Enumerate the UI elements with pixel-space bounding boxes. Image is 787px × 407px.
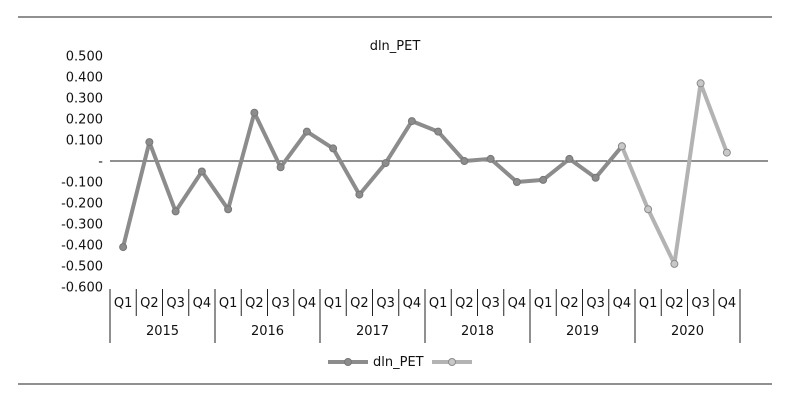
data-point <box>539 175 548 184</box>
data-point <box>145 138 154 147</box>
data-point <box>696 79 705 88</box>
year-label: 2017 <box>356 324 389 339</box>
x-tick-label: Q2 <box>560 296 579 311</box>
x-tick-label: Q1 <box>324 296 343 311</box>
y-axis: 0.500 0.400 0.300 0.200 0.100 - -0.100 -0.200 -0… <box>61 50 103 296</box>
x-tick-label: Q2 <box>245 296 264 311</box>
x-tick-label: Q2 <box>350 296 369 311</box>
data-point <box>381 159 390 168</box>
data-point <box>591 173 600 182</box>
legend-label-series-1: dln_PET <box>373 355 424 370</box>
y-tick-label: -0.100 <box>61 176 103 191</box>
y-tick-label: 0.500 <box>66 50 103 65</box>
data-point <box>329 144 338 153</box>
data-point <box>565 154 574 163</box>
data-point <box>224 205 233 214</box>
data-point <box>486 154 495 163</box>
x-tick-label: Q1 <box>429 296 448 311</box>
data-point <box>722 148 731 157</box>
data-point <box>276 163 285 172</box>
x-tick-label: Q4 <box>403 296 422 311</box>
x-tick-label: Q4 <box>508 296 527 311</box>
x-tick-label: Q4 <box>193 296 212 311</box>
y-tick-label: 0.100 <box>66 134 103 149</box>
data-point <box>171 207 180 216</box>
x-axis: Q1 Q2 Q3 Q4 Q1 Q2 Q3 Q4 Q1 Q2 Q3 Q4 Q1 Q2 Q3 Q4 Q1 Q2 Q3 Q4… <box>109 289 741 343</box>
chart-title: dln_PET <box>370 39 421 54</box>
x-tick-label: Q2 <box>140 296 159 311</box>
x-tick-label: Q3 <box>166 296 185 311</box>
series-2 <box>617 79 731 268</box>
legend-marker-series-1 <box>344 358 352 366</box>
x-tick-label: Q2 <box>455 296 474 311</box>
data-point <box>302 127 311 136</box>
data-point <box>434 127 443 136</box>
year-label: 2018 <box>461 324 494 339</box>
y-tick-label: -0.200 <box>61 197 103 212</box>
data-point <box>670 259 679 268</box>
y-tick-label: 0.200 <box>66 113 103 128</box>
data-point <box>407 117 416 126</box>
x-tick-label: Q1 <box>534 296 553 311</box>
year-label: 2020 <box>671 324 704 339</box>
x-tick-label: Q3 <box>271 296 290 311</box>
x-tick-label: Q4 <box>613 296 632 311</box>
data-point <box>197 167 206 176</box>
y-tick-label: 0.300 <box>66 92 103 107</box>
series-1 <box>119 108 626 252</box>
x-tick-label: Q1 <box>219 296 238 311</box>
x-tick-label: Q3 <box>376 296 395 311</box>
data-point <box>617 142 626 151</box>
data-point <box>355 190 364 199</box>
year-label: 2016 <box>251 324 284 339</box>
series-line <box>619 81 729 266</box>
x-tick-label: Q3 <box>481 296 500 311</box>
x-tick-label: Q4 <box>298 296 317 311</box>
data-point <box>250 108 259 117</box>
y-tick-label: 0.400 <box>66 71 103 86</box>
x-tick-label: Q4 <box>718 296 737 311</box>
x-tick-label: Q2 <box>665 296 684 311</box>
data-point <box>119 243 128 252</box>
year-label: 2019 <box>566 324 599 339</box>
data-point <box>512 178 521 186</box>
y-tick-label: - <box>98 155 103 170</box>
series-line <box>121 110 624 250</box>
x-tick-label: Q1 <box>114 296 133 311</box>
y-tick-label: -0.300 <box>61 218 103 233</box>
year-label: 2015 <box>146 324 179 339</box>
x-tick-label: Q3 <box>691 296 710 311</box>
data-point <box>644 205 653 214</box>
legend: dln_PET <box>328 355 472 370</box>
data-point <box>460 157 469 165</box>
x-tick-label: Q1 <box>639 296 658 311</box>
legend-marker-series-2 <box>448 358 456 366</box>
y-tick-label: -0.600 <box>61 281 103 296</box>
y-tick-label: -0.400 <box>61 239 103 254</box>
series-layer <box>119 79 731 268</box>
x-tick-label: Q3 <box>586 296 605 311</box>
y-tick-label: -0.500 <box>61 260 103 275</box>
